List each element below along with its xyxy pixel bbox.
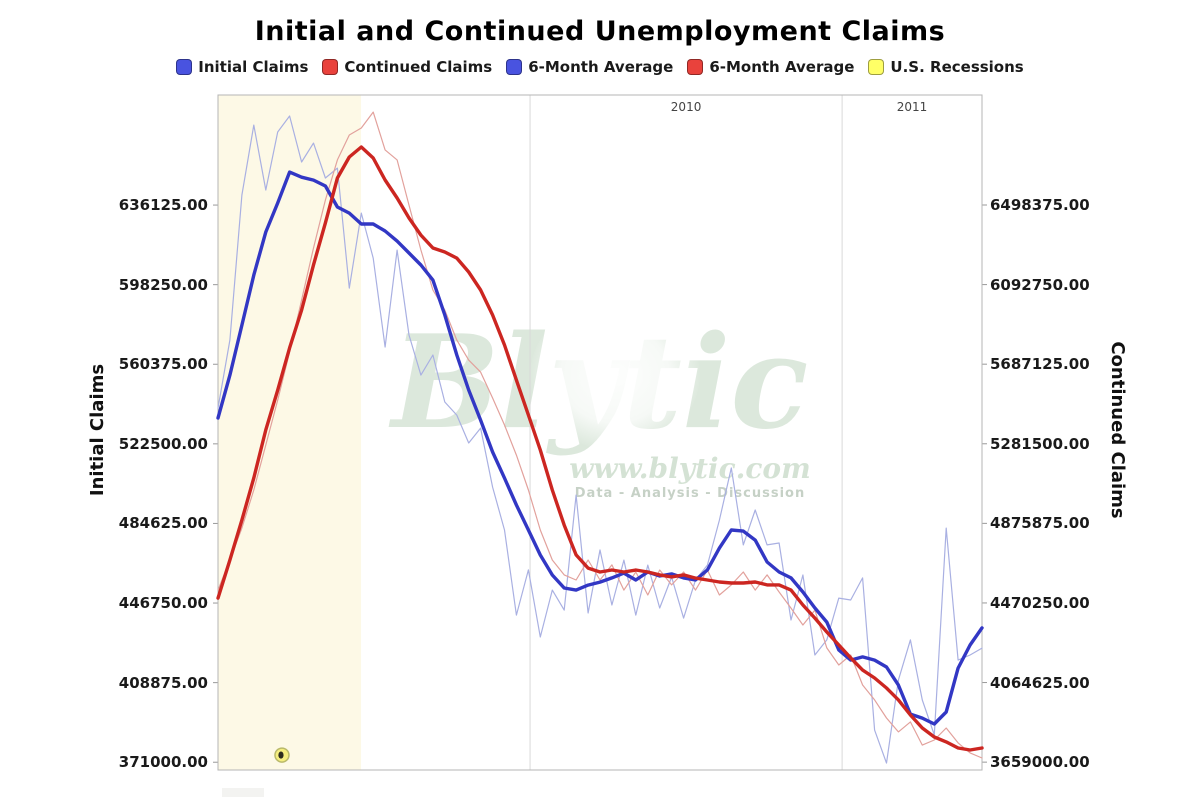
legend-label: Initial Claims <box>198 58 309 76</box>
continued-average-swatch-icon <box>687 59 704 75</box>
recession-marker-dot-icon <box>278 751 284 759</box>
legend: Initial Claims Continued Claims 6-Month … <box>0 58 1200 76</box>
legend-item-initial-6mo-average[interactable]: 6-Month Average <box>506 58 673 76</box>
artifact-smudge <box>222 788 264 797</box>
continued-claims-swatch-icon <box>322 59 339 75</box>
legend-item-continued-claims[interactable]: Continued Claims <box>322 58 492 76</box>
right-axis-tick-label: 6092750.00 <box>990 275 1090 294</box>
initial-claims-line[interactable] <box>217 115 983 764</box>
initial-claims-6-month-average-line[interactable] <box>216 170 984 726</box>
year-label: 2010 <box>671 100 702 114</box>
right-axis-title: Continued Claims <box>1107 341 1128 519</box>
left-axis-tick-label: 636125.00 <box>118 196 208 215</box>
continued-claims-6-month-average-line[interactable] <box>216 145 984 752</box>
right-axis-tick-label: 4064625.00 <box>990 673 1090 692</box>
year-label: 2011 <box>897 100 928 114</box>
right-axis-tick-label: 5687125.00 <box>990 355 1090 374</box>
legend-label: U.S. Recessions <box>890 58 1024 76</box>
left-axis-tick-label: 408875.00 <box>118 673 208 692</box>
legend-label: 6-Month Average <box>528 58 674 76</box>
recession-band <box>218 95 362 770</box>
right-axis-tick-label: 6498375.00 <box>990 196 1090 214</box>
legend-item-initial-claims[interactable]: Initial Claims <box>176 58 308 76</box>
plot-area[interactable]: 2010 2011 <box>213 94 987 771</box>
right-axis-tick-label: 5281500.00 <box>990 434 1090 453</box>
right-axis-tick-label: 4470250.00 <box>990 593 1090 612</box>
left-axis-tick-label: 371000.00 <box>118 753 208 772</box>
initial-average-swatch-icon <box>506 59 523 75</box>
legend-item-continued-6mo-average[interactable]: 6-Month Average <box>687 58 854 76</box>
legend-label: Continued Claims <box>344 58 493 76</box>
plot-border <box>217 94 983 771</box>
right-axis-tick-label: 4875875.00 <box>990 514 1090 533</box>
left-axis-title: Initial Claims <box>87 363 108 497</box>
right-axis-tick-label: 3659000.00 <box>990 753 1090 772</box>
initial-claims-swatch-icon <box>176 59 193 75</box>
chart-title: Initial and Continued Unemployment Claim… <box>254 16 946 47</box>
legend-label: 6-Month Average <box>709 58 855 76</box>
right-axis-tick-labels: 6498375.00 6092750.00 5687125.00 5281500.00… <box>990 0 1200 800</box>
continued-claims-line[interactable] <box>217 111 983 759</box>
legend-item-us-recessions[interactable]: U.S. Recessions <box>868 58 1024 76</box>
left-axis-tick-label: 446750.00 <box>118 594 208 613</box>
recessions-swatch-icon <box>868 59 885 75</box>
